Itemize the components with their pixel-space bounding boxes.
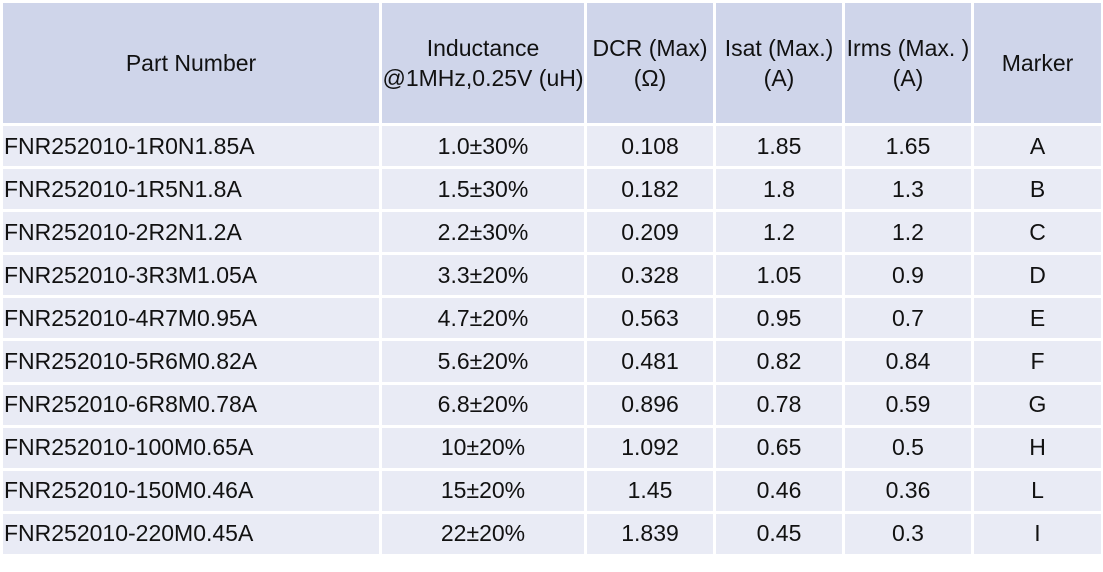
- header-row: Part Number Inductance @1MHz,0.25V (uH) …: [3, 3, 1101, 123]
- table-row: FNR252010-6R8M0.78A 6.8±20% 0.896 0.78 0…: [3, 384, 1101, 425]
- cell-part-number: FNR252010-1R0N1.85A: [3, 126, 379, 167]
- cell-dcr: 0.896: [587, 384, 713, 425]
- cell-part-number: FNR252010-150M0.46A: [3, 470, 379, 511]
- cell-isat: 0.95: [716, 298, 842, 339]
- cell-part-number: FNR252010-100M0.65A: [3, 427, 379, 468]
- cell-marker: L: [974, 470, 1101, 511]
- cell-isat: 0.82: [716, 341, 842, 382]
- cell-inductance: 5.6±20%: [382, 341, 584, 382]
- cell-dcr: 0.328: [587, 255, 713, 296]
- cell-inductance: 15±20%: [382, 470, 584, 511]
- cell-inductance: 6.8±20%: [382, 384, 584, 425]
- cell-part-number: FNR252010-220M0.45A: [3, 513, 379, 554]
- cell-dcr: 0.108: [587, 126, 713, 167]
- cell-marker: C: [974, 212, 1101, 253]
- cell-part-number: FNR252010-1R5N1.8A: [3, 169, 379, 210]
- cell-part-number: FNR252010-5R6M0.82A: [3, 341, 379, 382]
- cell-marker: E: [974, 298, 1101, 339]
- cell-isat: 0.45: [716, 513, 842, 554]
- cell-marker: A: [974, 126, 1101, 167]
- cell-irms: 0.59: [845, 384, 971, 425]
- table-row: FNR252010-1R5N1.8A 1.5±30% 0.182 1.8 1.3…: [3, 169, 1101, 210]
- cell-marker: F: [974, 341, 1101, 382]
- cell-marker: G: [974, 384, 1101, 425]
- cell-dcr: 1.45: [587, 470, 713, 511]
- cell-irms: 0.7: [845, 298, 971, 339]
- cell-dcr: 0.182: [587, 169, 713, 210]
- table-row: FNR252010-3R3M1.05A 3.3±20% 0.328 1.05 0…: [3, 255, 1101, 296]
- cell-dcr: 0.481: [587, 341, 713, 382]
- table-row: FNR252010-4R7M0.95A 4.7±20% 0.563 0.95 0…: [3, 298, 1101, 339]
- cell-irms: 0.84: [845, 341, 971, 382]
- cell-irms: 1.65: [845, 126, 971, 167]
- cell-inductance: 1.0±30%: [382, 126, 584, 167]
- table-row: FNR252010-2R2N1.2A 2.2±30% 0.209 1.2 1.2…: [3, 212, 1101, 253]
- header-dcr: DCR (Max) (Ω): [587, 3, 713, 123]
- cell-irms: 0.3: [845, 513, 971, 554]
- cell-isat: 0.65: [716, 427, 842, 468]
- cell-irms: 0.5: [845, 427, 971, 468]
- cell-dcr: 0.209: [587, 212, 713, 253]
- cell-isat: 0.78: [716, 384, 842, 425]
- header-irms: Irms (Max. ) (A): [845, 3, 971, 123]
- cell-irms: 0.9: [845, 255, 971, 296]
- table-row: FNR252010-5R6M0.82A 5.6±20% 0.481 0.82 0…: [3, 341, 1101, 382]
- cell-isat: 1.85: [716, 126, 842, 167]
- cell-part-number: FNR252010-4R7M0.95A: [3, 298, 379, 339]
- cell-irms: 0.36: [845, 470, 971, 511]
- table-row: FNR252010-150M0.46A 15±20% 1.45 0.46 0.3…: [3, 470, 1101, 511]
- cell-inductance: 4.7±20%: [382, 298, 584, 339]
- table-row: FNR252010-100M0.65A 10±20% 1.092 0.65 0.…: [3, 427, 1101, 468]
- cell-irms: 1.2: [845, 212, 971, 253]
- header-marker: Marker: [974, 3, 1101, 123]
- cell-irms: 1.3: [845, 169, 971, 210]
- cell-marker: I: [974, 513, 1101, 554]
- cell-inductance: 1.5±30%: [382, 169, 584, 210]
- cell-isat: 1.8: [716, 169, 842, 210]
- cell-marker: D: [974, 255, 1101, 296]
- table-row: FNR252010-1R0N1.85A 1.0±30% 0.108 1.85 1…: [3, 126, 1101, 167]
- cell-isat: 1.2: [716, 212, 842, 253]
- header-part-number: Part Number: [3, 3, 379, 123]
- cell-dcr: 0.563: [587, 298, 713, 339]
- cell-dcr: 1.839: [587, 513, 713, 554]
- header-inductance: Inductance @1MHz,0.25V (uH): [382, 3, 584, 123]
- cell-isat: 0.46: [716, 470, 842, 511]
- cell-inductance: 2.2±30%: [382, 212, 584, 253]
- cell-part-number: FNR252010-6R8M0.78A: [3, 384, 379, 425]
- cell-inductance: 22±20%: [382, 513, 584, 554]
- cell-isat: 1.05: [716, 255, 842, 296]
- cell-inductance: 10±20%: [382, 427, 584, 468]
- cell-part-number: FNR252010-2R2N1.2A: [3, 212, 379, 253]
- inductor-spec-table: Part Number Inductance @1MHz,0.25V (uH) …: [3, 3, 1101, 554]
- cell-marker: H: [974, 427, 1101, 468]
- cell-marker: B: [974, 169, 1101, 210]
- cell-inductance: 3.3±20%: [382, 255, 584, 296]
- header-isat: Isat (Max.) (A): [716, 3, 842, 123]
- cell-dcr: 1.092: [587, 427, 713, 468]
- cell-part-number: FNR252010-3R3M1.05A: [3, 255, 379, 296]
- table-row: FNR252010-220M0.45A 22±20% 1.839 0.45 0.…: [3, 513, 1101, 554]
